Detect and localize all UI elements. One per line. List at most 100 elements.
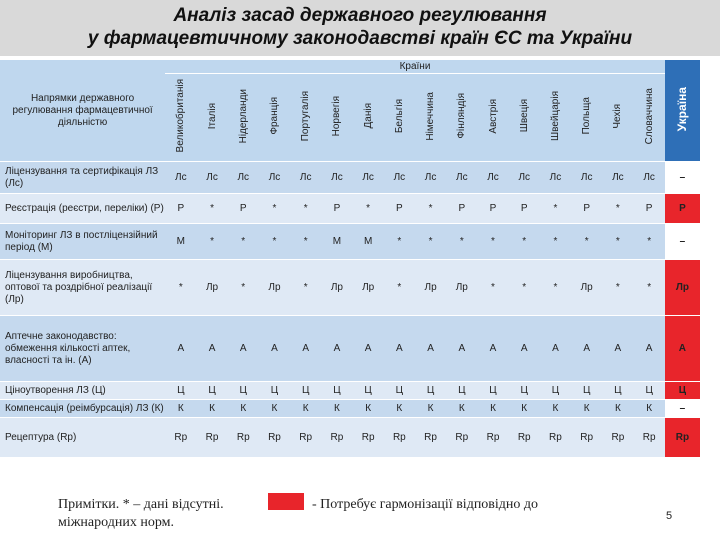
country-name: Австрія [487,98,499,134]
table-cell: Ц [508,382,540,400]
table-cell: Ц [196,382,228,400]
table-row: Аптечне законодавство: обмеження кількос… [0,316,700,382]
table-cell: Ц [383,382,415,400]
ukraine-cell: – [664,224,700,260]
table-cell: А [446,316,478,382]
table-cell: * [602,194,634,224]
table-cell: Р [633,194,665,224]
table-cell: * [258,224,291,260]
table-row: Рецептура (Rр) Rр Rр Rр Rр Rр Rр Rр Rр Rр Rр Rр Rр Rр… [0,418,700,458]
table-cell: Лр [196,260,228,316]
ukraine-cell: А [664,316,700,382]
table-cell: Лс [571,162,603,194]
table-cell: Rр [571,418,603,458]
table-cell: Rр [321,418,353,458]
table-cell: К [633,400,665,418]
table-cell: Ц [321,382,353,400]
table-cell: Лс [165,162,197,194]
table-cell: * [290,194,322,224]
table-cell: К [165,400,197,418]
country-header: Великобританія [165,74,197,162]
table-cell: А [539,316,572,382]
table-cell: Лс [602,162,634,194]
table-cell: Лс [508,162,540,194]
table-cell: * [383,260,415,316]
table-cell: К [602,400,634,418]
table-cell: Р [383,194,415,224]
table-cell: * [258,194,291,224]
table-cell: Ц [446,382,478,400]
table-cell: К [539,400,572,418]
table-cell: Лс [383,162,415,194]
note-text: Примітки. * – дані відсутні. [58,497,224,512]
table-cell: Ц [571,382,603,400]
table-cell: Лс [633,162,665,194]
country-name: Португалія [300,90,312,142]
table-cell: Ц [258,382,291,400]
table-cell: Rр [383,418,415,458]
table-cell: * [539,194,572,224]
table-cell: Rр [446,418,478,458]
table-cell: К [571,400,603,418]
table-cell: Лр [321,260,353,316]
ukraine-cell: – [664,162,700,194]
country-name: Польща [581,97,593,135]
table-cell: М [165,224,197,260]
ukraine-header: Україна [664,60,700,162]
table-cell: Ц [539,382,572,400]
table-cell: * [633,260,665,316]
table-cell: М [321,224,353,260]
table-cell: Лс [290,162,322,194]
table-cell: М [352,224,384,260]
country-name: Словаччина [643,87,655,145]
table-row: Реєстрація (реєстри, переліки) (Р) Р * Р * * Р… [0,194,700,224]
country-header: Італія [196,74,228,162]
table-cell: Лс [321,162,353,194]
slide-title: Аналіз засад державного регулювання у фа… [0,4,720,50]
table-cell: Лр [258,260,291,316]
table-cell: К [227,400,259,418]
table-cell: * [414,224,447,260]
country-header: Данія [352,74,384,162]
table-cell: Р [227,194,259,224]
country-name: Данія [362,103,374,129]
title-band [0,0,720,56]
ukraine-cell: Лр [664,260,700,316]
note-text-cont: міжнародних норм. [58,515,174,530]
table-cell: К [352,400,384,418]
table-cell: Р [165,194,197,224]
title-line-2: у фармацевтичному законодавстві країн ЄС… [87,28,633,49]
table-cell: Ц [477,382,509,400]
table-cell: Rр [258,418,291,458]
table-cell: Rр [290,418,322,458]
table-cell: * [602,224,634,260]
table-cell: Лр [571,260,603,316]
row-label: Ліцензування виробництва, оптової та роз… [0,260,166,316]
table-cell: * [196,224,228,260]
row-label: Ціноутворення ЛЗ (Ц) [0,382,166,400]
country-header: Нідерланди [227,74,259,162]
country-name: Швеція [518,99,530,133]
comparison-table-area: Напрямки державного регулювання фармацев… [0,60,700,460]
table-cell: К [321,400,353,418]
table-cell: А [508,316,540,382]
table-cell: Rр [165,418,197,458]
table-cell: А [196,316,228,382]
table-cell: А [383,316,415,382]
table-cell: Р [571,194,603,224]
table-cell: Лр [414,260,447,316]
country-name: Нідерланди [237,88,249,144]
table-cell: Rр [602,418,634,458]
row-label: Компенсація (реімбурсація) ЛЗ (К) [0,400,166,418]
table-cell: Ц [165,382,197,400]
country-name: Чехія [612,103,624,129]
table-cell: Лс [352,162,384,194]
table-cell: А [165,316,197,382]
table-cell: К [383,400,415,418]
table-cell: Лс [477,162,509,194]
country-header: Бельгія [383,74,415,162]
table-cell: Ц [352,382,384,400]
table-cell: А [227,316,259,382]
title-line-1: Аналіз засад державного регулювання [173,5,547,26]
table-row: Ліцензування та сертифікація ЛЗ (Лс) Лс Лс… [0,162,700,194]
